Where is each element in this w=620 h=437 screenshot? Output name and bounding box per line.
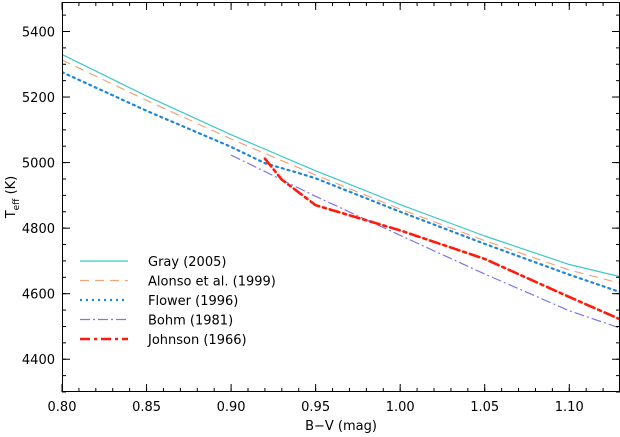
legend-label-4: Johnson (1966) bbox=[147, 333, 247, 348]
y-tick-label: 5400 bbox=[22, 25, 55, 40]
series-line-3 bbox=[230, 154, 620, 329]
legend-label-2: Flower (1996) bbox=[148, 294, 238, 309]
x-tick-label: 0.95 bbox=[301, 400, 330, 415]
y-tick-label: 4400 bbox=[22, 353, 55, 368]
y-axis-label-subscript: eff bbox=[12, 198, 22, 211]
x-tick-label: 0.90 bbox=[217, 400, 246, 415]
series-line-1 bbox=[62, 59, 620, 284]
x-tick-label: 1.10 bbox=[555, 400, 584, 415]
x-axis-label: B−V (mag) bbox=[305, 419, 377, 434]
y-tick-label: 5000 bbox=[22, 157, 55, 172]
x-tick-label: 0.80 bbox=[48, 400, 77, 415]
y-tick-label: 4800 bbox=[22, 222, 55, 237]
x-tick-label: 1.05 bbox=[470, 400, 499, 415]
legend-label-1: Alonso et al. (1999) bbox=[148, 275, 276, 290]
y-tick-label: 5200 bbox=[22, 91, 55, 106]
y-axis-label-main: T bbox=[4, 210, 19, 219]
y-tick-label: 4600 bbox=[22, 288, 55, 303]
series-line-0 bbox=[62, 53, 620, 278]
series-layer bbox=[62, 53, 620, 329]
x-tick-label: 0.85 bbox=[132, 400, 161, 415]
series-line-4 bbox=[263, 157, 620, 321]
legend: Gray (2005) Alonso et al. (1999) Flower (1… bbox=[80, 255, 276, 348]
y-axis-label: Teff (K) bbox=[4, 176, 22, 220]
legend-label-0: Gray (2005) bbox=[148, 255, 226, 270]
ticks-layer: 0.80 0.85 0.90 0.95 1.00 1.05 1.10 4400 4600 4800… bbox=[22, 2, 620, 415]
plot-frame bbox=[62, 2, 620, 392]
y-axis-label-unit: (K) bbox=[4, 176, 19, 199]
series-line-2 bbox=[62, 71, 620, 294]
legend-label-3: Bohm (1981) bbox=[148, 314, 233, 329]
x-tick-label: 1.00 bbox=[386, 400, 415, 415]
